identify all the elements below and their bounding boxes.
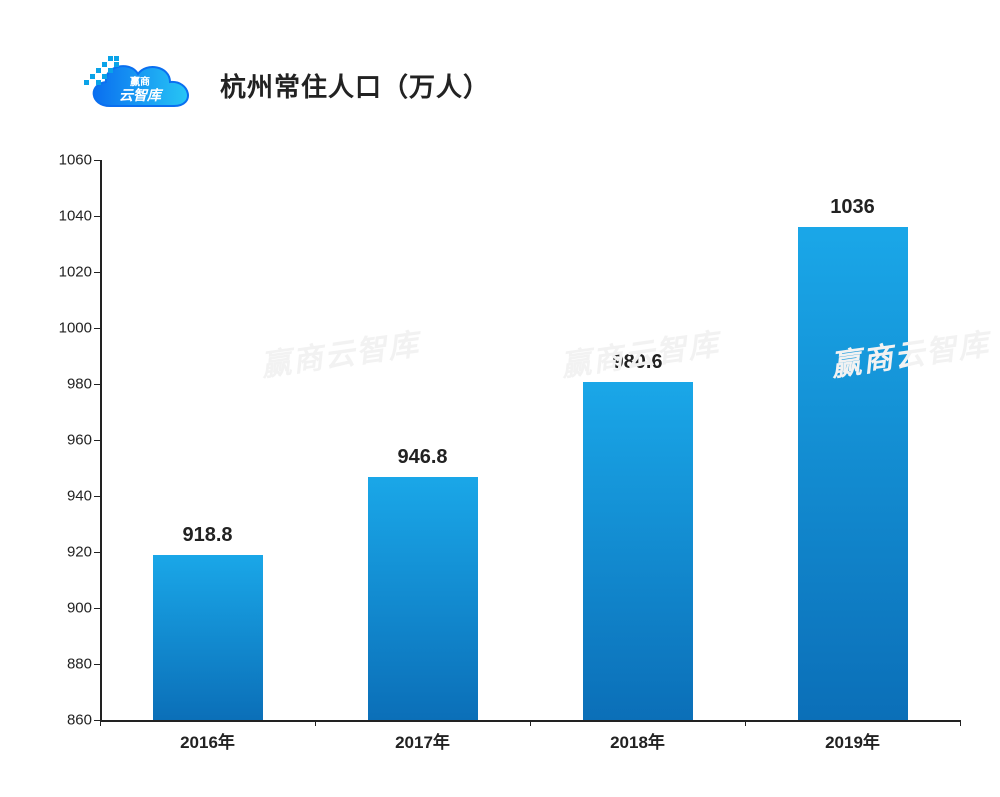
y-tick-mark (94, 496, 100, 497)
y-tick-label: 980 (52, 376, 92, 393)
y-tick-mark (94, 272, 100, 273)
chart-card: 赢商 云智库 杭州常住人口（万人） 8608809009209409609801… (0, 0, 1000, 797)
x-tick-mark (745, 720, 746, 726)
y-axis (100, 160, 102, 720)
y-tick-label: 1020 (52, 264, 92, 281)
x-tick-mark (315, 720, 316, 726)
y-tick-label: 940 (52, 488, 92, 505)
y-tick-label: 880 (52, 656, 92, 673)
bar-value-label: 946.8 (353, 446, 493, 469)
x-tick-mark (100, 720, 101, 726)
y-tick-label: 860 (52, 712, 92, 729)
y-tick-mark (94, 664, 100, 665)
bar: 1036 (798, 227, 908, 720)
x-tick-label: 2018年 (578, 728, 698, 753)
x-tick-mark (960, 720, 961, 726)
bar: 946.8 (368, 477, 478, 720)
logo-text-line2: 云智库 (119, 87, 164, 103)
y-tick-mark (94, 384, 100, 385)
y-tick-label: 960 (52, 432, 92, 449)
bar: 980.6 (583, 382, 693, 720)
x-tick-mark (530, 720, 531, 726)
x-tick-label: 2019年 (793, 728, 913, 753)
y-tick-label: 1060 (52, 152, 92, 169)
y-tick-label: 900 (52, 600, 92, 617)
header: 赢商 云智库 杭州常住人口（万人） (80, 50, 490, 120)
logo-pixel-decoration (82, 56, 122, 96)
bar-rect (798, 227, 908, 720)
y-tick-mark (94, 216, 100, 217)
x-tick-label: 2017年 (363, 728, 483, 753)
bar-rect (583, 382, 693, 720)
x-tick-label: 2016年 (148, 728, 268, 753)
chart-title: 杭州常住人口（万人） (220, 67, 490, 104)
bar-value-label: 918.8 (138, 524, 278, 547)
y-tick-label: 1000 (52, 320, 92, 337)
y-tick-mark (94, 328, 100, 329)
y-tick-mark (94, 440, 100, 441)
y-tick-mark (94, 608, 100, 609)
bar-value-label: 1036 (783, 196, 923, 219)
brand-logo: 赢商 云智库 (80, 50, 200, 120)
bar-rect (368, 477, 478, 720)
bar-chart: 8608809009209409609801000102010401060918… (60, 160, 960, 760)
bar-rect (153, 555, 263, 720)
y-tick-label: 920 (52, 544, 92, 561)
y-tick-mark (94, 552, 100, 553)
y-tick-mark (94, 160, 100, 161)
y-tick-label: 1040 (52, 208, 92, 225)
bar-value-label: 980.6 (568, 351, 708, 374)
bar: 918.8 (153, 555, 263, 720)
